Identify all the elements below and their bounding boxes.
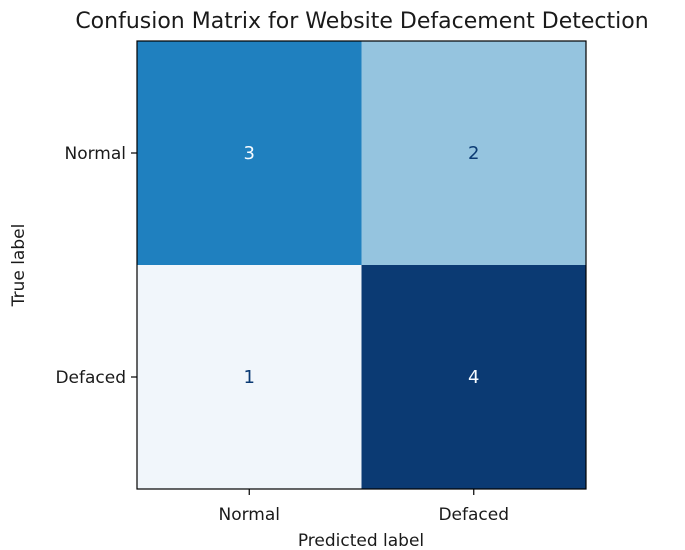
y-tick-label: Normal xyxy=(64,144,126,164)
x-axis-label: Predicted label xyxy=(298,531,424,550)
matrix-cell xyxy=(137,265,362,489)
x-axis-ticks: Normal Defaced xyxy=(218,489,509,525)
cell-value-label: 3 xyxy=(244,143,255,164)
plot-frame xyxy=(136,40,587,490)
matrix-cell xyxy=(361,265,586,489)
x-tick-label: Defaced xyxy=(438,505,509,525)
matrix-cell xyxy=(361,41,586,265)
cell-value-label: 4 xyxy=(468,367,479,388)
matrix-cell xyxy=(137,41,362,265)
x-tick-label: Normal xyxy=(218,505,280,525)
cell-value-label: 1 xyxy=(244,367,255,388)
y-axis-ticks: Normal Defaced xyxy=(55,144,137,388)
matrix-cells: 3 2 1 4 xyxy=(137,41,586,489)
chart-title: Confusion Matrix for Website Defacement … xyxy=(75,9,648,34)
cell-value-label: 2 xyxy=(468,143,479,164)
y-tick-label: Defaced xyxy=(55,368,126,388)
y-axis-label: True label xyxy=(9,224,29,308)
